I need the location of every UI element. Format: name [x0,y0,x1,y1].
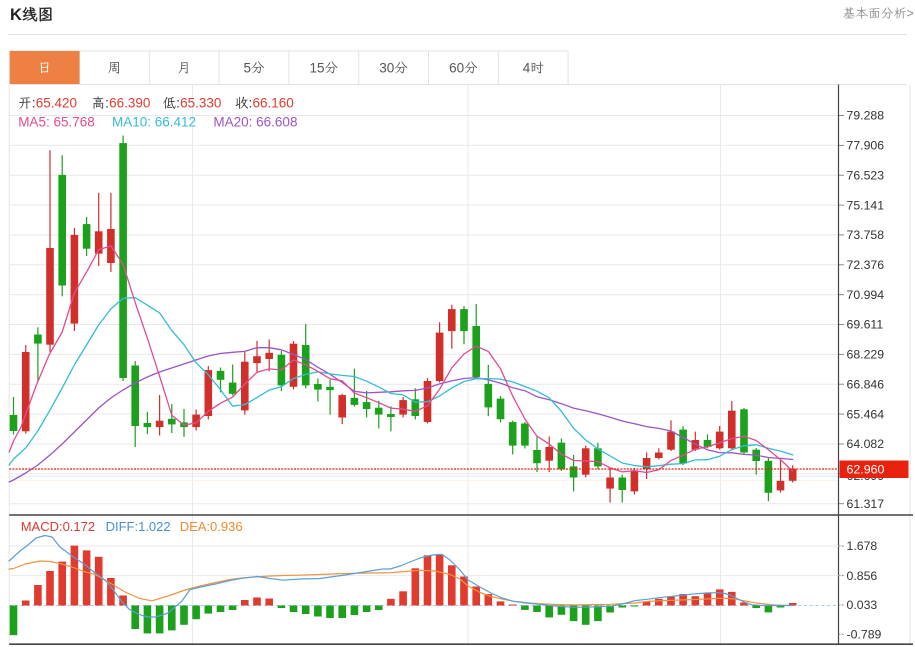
svg-text:66.390: 66.390 [109,96,150,111]
svg-text:30: 30 [379,61,394,76]
svg-text:76.523: 76.523 [847,168,885,182]
svg-text::: : [176,96,180,111]
svg-text:60: 60 [449,61,464,76]
svg-text:66.846: 66.846 [847,377,885,391]
svg-text:65.330: 65.330 [180,96,221,111]
svg-text::: : [249,96,253,111]
svg-text:1.678: 1.678 [847,539,878,553]
svg-text:61.317: 61.317 [847,497,885,511]
svg-text::: : [105,96,109,111]
svg-text:MA10: 66.412: MA10: 66.412 [112,115,196,130]
svg-text:DIFF:1.022: DIFF:1.022 [106,519,171,534]
svg-text:72.376: 72.376 [847,258,885,272]
svg-text:79.288: 79.288 [847,109,885,123]
svg-text:0.856: 0.856 [847,569,878,583]
svg-text:5: 5 [244,61,252,76]
svg-text:DEA:0.936: DEA:0.936 [180,519,243,534]
svg-text:65.464: 65.464 [847,407,885,421]
svg-text:15: 15 [310,61,325,76]
svg-text:75.141: 75.141 [847,198,885,212]
svg-text:MA20: 66.608: MA20: 66.608 [213,115,297,130]
svg-text:77.906: 77.906 [847,139,885,153]
svg-text:K: K [10,6,22,24]
svg-text:MACD:0.172: MACD:0.172 [21,519,95,534]
svg-text:4: 4 [523,61,531,76]
svg-text:62.960: 62.960 [847,463,885,477]
svg-text:>: > [907,6,914,20]
svg-text:64.082: 64.082 [847,437,885,451]
svg-text:66.160: 66.160 [253,96,294,111]
svg-text:0.033: 0.033 [847,598,878,612]
svg-text:MA5: 65.768: MA5: 65.768 [18,115,95,130]
svg-text::: : [32,96,36,111]
svg-text:73.758: 73.758 [847,228,885,242]
svg-text:68.229: 68.229 [847,348,885,362]
svg-text:-0.789: -0.789 [847,628,882,642]
svg-text:65.420: 65.420 [36,96,77,111]
svg-text:70.994: 70.994 [847,288,885,302]
svg-text:69.611: 69.611 [847,318,884,332]
